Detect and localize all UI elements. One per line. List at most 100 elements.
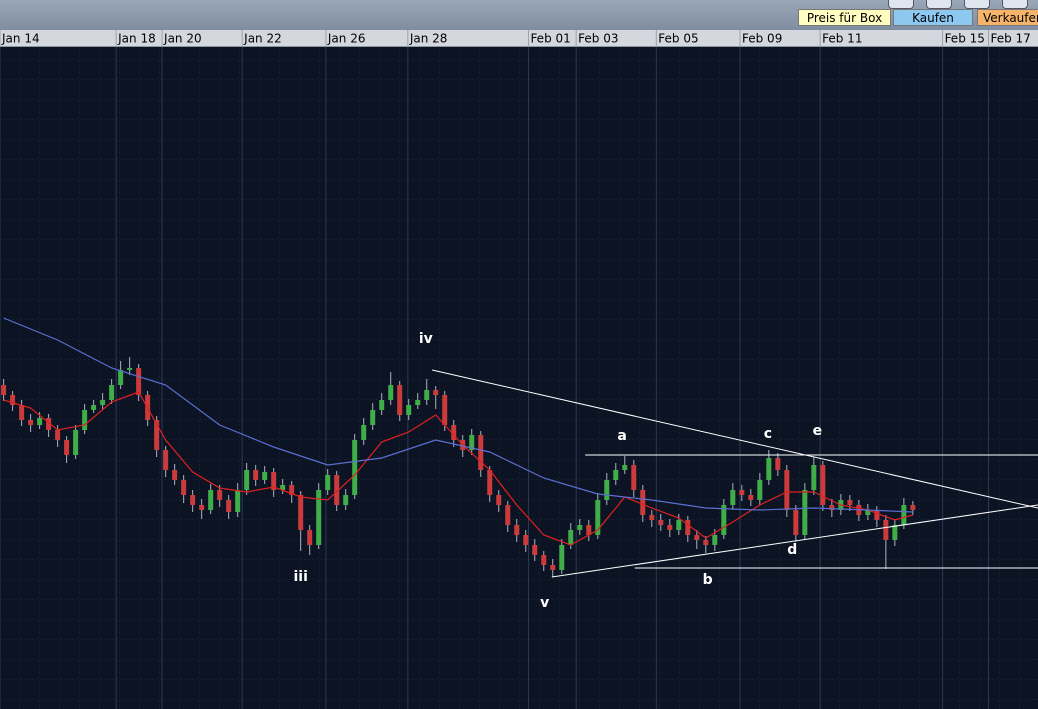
toolbar: Preis für Box Kaufen Verkaufen [0,0,1038,30]
candle-body [55,430,61,440]
wave-label: iv [419,331,433,347]
candle-body [154,420,160,450]
candle-body [388,385,394,400]
candle-body [604,480,610,500]
candle-body [226,500,232,512]
icon[interactable] [964,0,990,9]
candle-body [325,475,331,490]
x-tick-label: Jan 20 [163,32,202,46]
moving-average [3,317,913,513]
x-tick-label: Feb 11 [822,32,862,46]
candle-body [217,490,223,500]
candle-body [208,490,214,510]
wave-label: v [540,595,549,611]
candle-body [631,465,637,490]
x-tick-label: Jan 14 [1,32,40,46]
candle-body [523,535,529,545]
date-header [0,30,1038,47]
candle-body [109,385,115,400]
candle-body [28,420,34,425]
minor-grid [0,47,1038,709]
moving-average [3,391,914,546]
candle-body [235,490,241,512]
candle-body [82,410,88,430]
candle-body [415,400,421,405]
candle-body [253,470,259,480]
candle-body [181,480,187,495]
candle-body [370,410,376,425]
candle-body [586,525,592,535]
x-tick-label: Feb 09 [742,32,782,46]
wave-label: c [764,426,772,442]
candle-body [316,490,322,545]
candle-body [199,505,205,510]
wave-label: iii [293,569,307,585]
candle-body [271,472,277,490]
x-tick-label: Feb 05 [658,32,698,46]
candle-body [541,555,547,565]
candle-body [190,495,196,505]
x-tick-label: Feb 15 [945,32,985,46]
candle-body [469,435,475,450]
candle-body [361,425,367,440]
wave-label: a [617,428,626,444]
candle-body [874,510,880,520]
trend-line [432,369,1038,509]
candle-body [352,440,358,495]
candle-body [721,505,727,535]
candle-body [10,395,16,405]
x-tick-label: Feb 03 [578,32,618,46]
candle-body [865,510,871,515]
icon[interactable] [926,0,952,9]
icon[interactable] [888,0,914,9]
candle-body [829,505,835,510]
candle-body [514,525,520,535]
candle-body [901,505,907,525]
candle-body [478,435,484,470]
candle-body [334,475,340,505]
candle-body [622,465,628,470]
x-tick-label: Jan 18 [117,32,156,46]
candle-body [793,510,799,535]
wave-label: d [787,542,797,558]
candle-body [703,540,709,545]
candle-body [379,400,385,410]
icon[interactable] [1002,0,1028,9]
candle-body [532,545,538,555]
candle-body [406,405,412,415]
trend-line [551,504,1038,578]
candle-body [343,495,349,505]
candle-body [613,470,619,480]
candle-body [442,395,448,425]
candle-body [757,480,763,500]
candle-body [505,505,511,525]
buy-button[interactable]: Kaufen [893,9,973,26]
candle-body [739,490,745,495]
candle-body [280,485,286,490]
candle-body [730,490,736,505]
price-box-button[interactable]: Preis für Box [798,9,891,26]
candle-body [1,385,7,395]
candle-body [712,535,718,545]
candle-body [910,505,916,510]
candle-body [775,458,781,470]
wave-label: e [813,423,823,439]
candle-body [118,370,124,385]
candle-body [748,495,754,500]
candle-body [676,520,682,530]
x-tick-label: Feb 17 [990,32,1030,46]
candle-body [262,472,268,480]
x-tick-label: Jan 26 [327,32,366,46]
candle-body [19,405,25,420]
candle-body [640,490,646,515]
wave-label: b [703,572,713,588]
candle-body [658,520,664,525]
sell-button[interactable]: Verkaufen [977,9,1038,26]
candle-body [91,405,97,410]
candle-body [685,520,691,535]
candle-body [244,470,250,490]
candle-body [568,530,574,545]
candle-body [883,520,889,540]
